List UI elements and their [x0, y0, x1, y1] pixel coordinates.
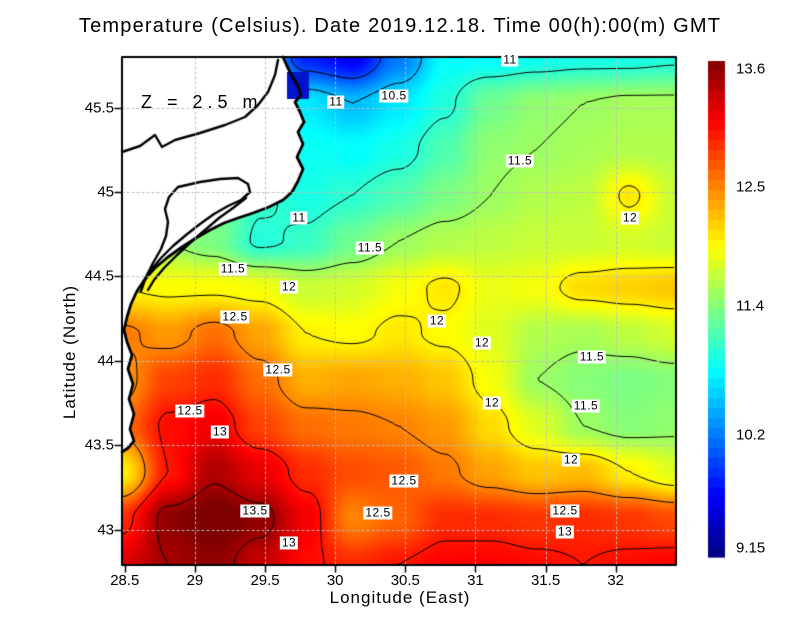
x-tick-label: 29.5	[250, 572, 280, 589]
x-tick-label: 31	[467, 572, 484, 589]
x-tick-label: 30	[326, 572, 344, 589]
depth-annotation: Z = 2.5 m	[141, 92, 263, 112]
contour-label: 11.5	[218, 261, 248, 276]
contour-label: 12.5	[363, 505, 393, 520]
y-tick-label: 43.5	[84, 436, 114, 454]
contour-label: 12.5	[175, 403, 205, 418]
colorbar-tick-label: 10.2	[736, 426, 766, 444]
contour-label: 13	[279, 535, 299, 550]
contour-label: 13.5	[240, 503, 270, 518]
x-tick-label: 32	[607, 572, 625, 589]
contour-label: 12.5	[550, 503, 580, 518]
x-tick-label: 29	[186, 572, 204, 589]
contour-label: 11	[290, 210, 308, 225]
contour-label: 12	[620, 210, 640, 225]
contour-label: 11	[327, 94, 345, 109]
y-tick-label: 43	[97, 521, 114, 539]
contour-label: 12	[279, 279, 299, 294]
colorbar-tick-label: 11.4	[736, 297, 765, 315]
colorbar-tick-label: 12.5	[736, 178, 766, 196]
contour-label: 12.5	[220, 309, 250, 324]
contour-label: 10.5	[379, 88, 409, 103]
contour-label: 12	[482, 395, 502, 410]
contour-label: 12	[427, 313, 447, 328]
contour-label: 11	[501, 52, 519, 67]
contour-label: 11.5	[505, 153, 535, 168]
figure-title: Temperature (Celsius). Date 2019.12.18. …	[78, 15, 722, 37]
contour-label: 12.5	[263, 362, 293, 377]
x-tick-label: 31.5	[530, 572, 561, 589]
x-tick-label: 28.5	[110, 572, 140, 589]
contour-label: 11.5	[571, 398, 601, 413]
y-tick-label: 44.5	[84, 267, 114, 285]
contour-label: 11.5	[355, 240, 385, 255]
colorbar-tick-label: 13.6	[736, 60, 766, 78]
x-tick-label: 30.5	[390, 572, 420, 589]
y-tick-label: 45	[97, 183, 114, 201]
contour-label: 11.5	[577, 349, 607, 364]
contour-label: 12.5	[389, 473, 419, 488]
contour-label: 12	[472, 335, 492, 350]
contour-label: 13	[555, 524, 575, 539]
y-tick-label: 44	[97, 352, 114, 370]
y-tick-label: 45.5	[84, 99, 114, 117]
contour-label: 12	[561, 452, 581, 467]
y-axis-label: Latitude (North)	[60, 284, 79, 420]
contour-label: 13	[210, 424, 230, 439]
colorbar-tick-label: 9.15	[736, 539, 766, 557]
x-axis-label: Longitude (East)	[329, 588, 471, 607]
